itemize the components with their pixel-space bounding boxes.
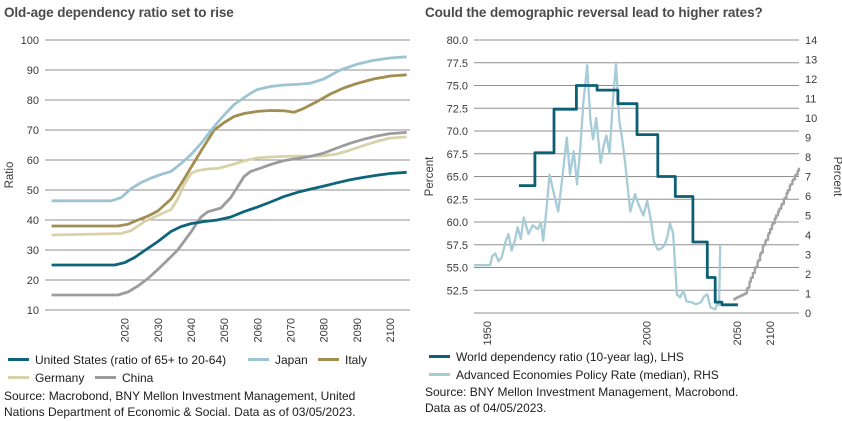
legend-label: China bbox=[122, 371, 154, 385]
legend-marker bbox=[95, 376, 116, 379]
y-left-tick-label: 65.0 bbox=[447, 172, 468, 184]
left-chart-panel: Old-age dependency ratio set to rise 10 2… bbox=[0, 5, 421, 420]
legend-row: Germany China bbox=[0, 371, 421, 387]
source-line: Data as of 04/05/2023. bbox=[425, 401, 547, 415]
y-tick-label: 60 bbox=[27, 155, 39, 167]
y-right-tick-label: 9 bbox=[805, 133, 811, 145]
y-tick-label: 100 bbox=[21, 35, 39, 47]
legend-marker bbox=[8, 358, 29, 361]
series-line bbox=[51, 135, 407, 237]
x-tick-label: 1950 bbox=[482, 321, 494, 345]
y-tick-label: 50 bbox=[27, 185, 39, 197]
legend-item-japan: Japan bbox=[248, 353, 308, 367]
y-left-tick-label: 77.5 bbox=[447, 58, 468, 70]
y-right-tick-label: 12 bbox=[805, 74, 817, 86]
y-right-tick-label: 11 bbox=[805, 94, 816, 106]
series-line bbox=[51, 131, 407, 297]
x-tick-label: 2040 bbox=[186, 318, 198, 342]
y-right-tick-label: 2 bbox=[805, 269, 811, 281]
x-tick-label: 2100 bbox=[765, 321, 777, 345]
x-tick-label: 2020 bbox=[120, 318, 132, 342]
y-left-tick-label: 80.0 bbox=[447, 35, 468, 47]
y-right-tick-label: 10 bbox=[805, 113, 817, 125]
x-tick-label: 2070 bbox=[286, 318, 298, 342]
x-tick-label: 2080 bbox=[319, 318, 331, 342]
right-chart-title: Could the demographic reversal lead to h… bbox=[425, 5, 763, 20]
legend-marker bbox=[248, 358, 269, 361]
y-right-tick-label: 14 bbox=[805, 35, 817, 47]
x-tick-label: 2050 bbox=[219, 318, 231, 342]
y-right-tick-label: 4 bbox=[805, 230, 811, 242]
source-line: Source: Macrobond, BNY Mellon Investment… bbox=[4, 389, 356, 403]
series-line bbox=[518, 84, 738, 307]
y-left-tick-label: 67.5 bbox=[447, 149, 468, 161]
y-left-tick-label: 52.5 bbox=[447, 285, 468, 297]
legend-marker bbox=[429, 373, 450, 376]
y-right-tick-label: 8 bbox=[805, 152, 811, 164]
y-axis-title: Ratio bbox=[4, 162, 16, 189]
x-tick-label: 2100 bbox=[385, 318, 397, 342]
y-right-tick-label: 5 bbox=[805, 211, 811, 223]
y-right-tick-label: 3 bbox=[805, 250, 811, 262]
series-line bbox=[51, 170, 407, 267]
legend-label: Italy bbox=[345, 353, 368, 367]
y-right-tick-label: 6 bbox=[805, 191, 811, 203]
y-tick-label: 40 bbox=[27, 215, 39, 227]
y-tick-label: 30 bbox=[27, 245, 39, 257]
y-left-tick-label: 60.0 bbox=[447, 217, 468, 229]
y-right-tick-label: 0 bbox=[805, 308, 811, 320]
series-line bbox=[51, 73, 407, 228]
series-line bbox=[474, 62, 722, 311]
legend-label: Advanced Economies Policy Rate (median),… bbox=[456, 368, 719, 382]
legend-marker bbox=[318, 358, 339, 361]
y-tick-label: 90 bbox=[27, 65, 39, 77]
legend-label: World dependency ratio (10-year lag), LH… bbox=[456, 350, 684, 364]
right-chart-source: Source: BNY Mellon Investment Management… bbox=[425, 384, 837, 416]
legend-item-advanced: Advanced Economies Policy Rate (median),… bbox=[429, 368, 719, 382]
legend-item-world: World dependency ratio (10-year lag), LH… bbox=[429, 350, 684, 364]
legend-marker bbox=[429, 355, 450, 358]
y-tick-label: 70 bbox=[27, 125, 39, 137]
x-tick-label: 2030 bbox=[153, 318, 165, 342]
legend-row: Advanced Economies Policy Rate (median),… bbox=[421, 368, 842, 384]
legend-label: Germany bbox=[35, 371, 85, 385]
source-line: Source: BNY Mellon Investment Management… bbox=[425, 385, 739, 399]
y-left-tick-label: 55.0 bbox=[447, 263, 468, 275]
right-chart-panel: Could the demographic reversal lead to h… bbox=[421, 0, 842, 421]
left-chart-title: Old-age dependency ratio set to rise bbox=[4, 5, 234, 20]
y-tick-label: 80 bbox=[27, 95, 39, 107]
legend-row: United States (ratio of 65+ to 20-64) Jap… bbox=[0, 353, 421, 369]
y-left-tick-label: 72.5 bbox=[447, 103, 468, 115]
legend-item-united: United States (ratio of 65+ to 20-64) bbox=[8, 353, 226, 367]
legend-item-italy: Italy bbox=[318, 353, 367, 367]
x-tick-label: 2000 bbox=[642, 321, 654, 345]
legend-label: Japan bbox=[275, 353, 308, 367]
legend-label: United States (ratio of 65+ to 20-64) bbox=[35, 353, 227, 367]
y-left-tick-label: 62.5 bbox=[447, 194, 468, 206]
x-tick-label: 2090 bbox=[352, 318, 364, 342]
series-line bbox=[51, 55, 407, 203]
x-tick-label: 2050 bbox=[732, 321, 744, 345]
y-left-tick-label: 70.0 bbox=[447, 126, 468, 138]
legend-item-germany: Germany bbox=[8, 371, 84, 385]
x-tick-label: 2060 bbox=[252, 318, 264, 342]
right-chart-plot: 52.5 55.0 57.5 60.0 62.5 65.0 67.5 70.0 72.5 75.0… bbox=[424, 35, 842, 345]
y-right-tick-label: 7 bbox=[805, 172, 811, 184]
source-line: Nations Department of Economic & Social.… bbox=[4, 405, 356, 419]
y-tick-label: 20 bbox=[27, 275, 39, 287]
y-right-tick-label: 13 bbox=[805, 55, 817, 67]
y-left-tick-label: 57.5 bbox=[447, 240, 468, 252]
y-tick-label: 10 bbox=[27, 305, 39, 317]
series-line bbox=[733, 167, 801, 301]
y-left-axis-title: Percent bbox=[424, 156, 436, 196]
legend-row: World dependency ratio (10-year lag), LH… bbox=[421, 350, 842, 366]
y-left-tick-label: 75.0 bbox=[447, 81, 468, 93]
left-chart-source: Source: Macrobond, BNY Mellon Investment… bbox=[4, 388, 416, 420]
y-right-axis-title: Percent bbox=[831, 157, 842, 197]
legend-item-china: China bbox=[95, 371, 153, 385]
legend-marker bbox=[8, 376, 29, 379]
y-right-tick-label: 1 bbox=[805, 289, 811, 301]
